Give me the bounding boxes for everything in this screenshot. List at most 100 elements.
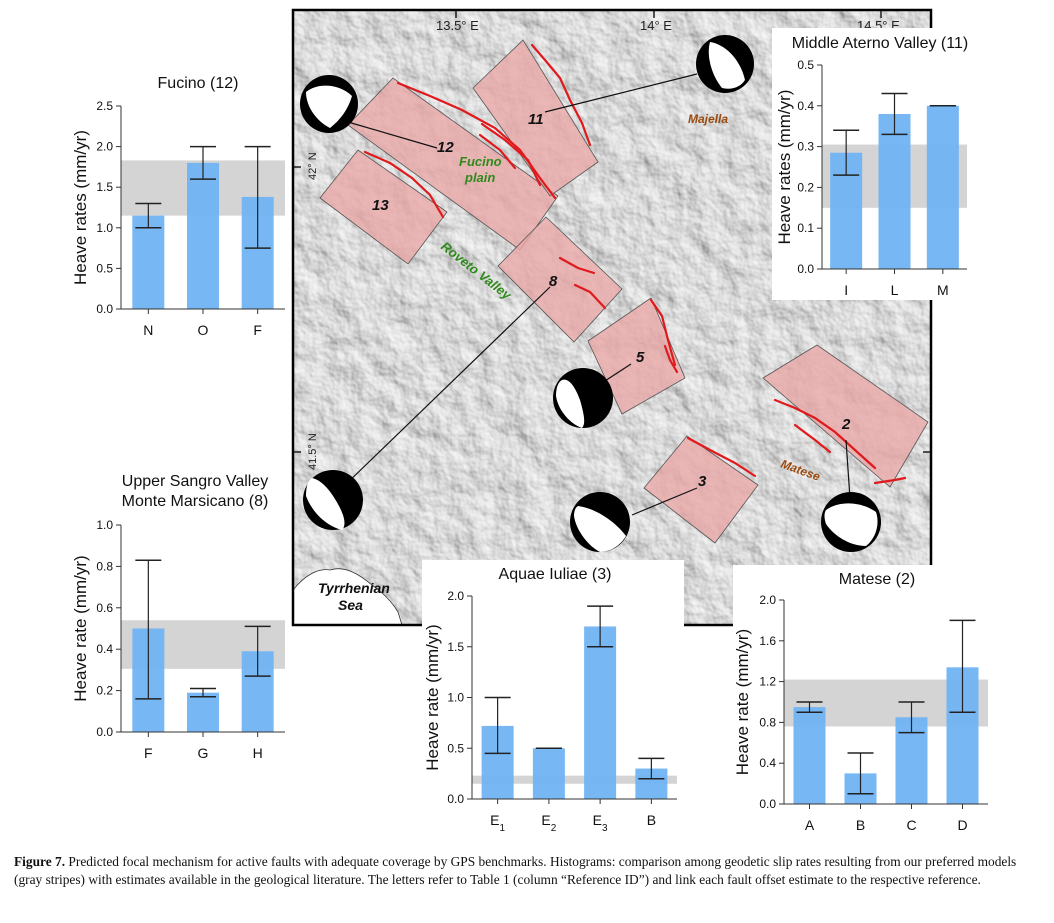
y-tick-label: 0.2 [96, 684, 113, 698]
zone-number: 13 [372, 197, 389, 214]
y-tick-label: 0.0 [96, 725, 113, 739]
fault-zone-13 [319, 149, 448, 265]
y-tick-label: 0.0 [759, 797, 776, 811]
zone-number: 8 [549, 273, 558, 290]
y-tick-label: 0.5 [96, 261, 113, 275]
x-tick-label: O [198, 322, 209, 338]
y-axis-label: Heave rate (mm/yr) [733, 629, 752, 775]
x-tick-label: B [647, 812, 656, 828]
bar [532, 748, 565, 799]
y-axis-label: Heave rates (mm/yr) [71, 130, 90, 285]
bar [878, 113, 911, 270]
figure: 12 13 11 8 5 2 3 Fucino plain Roveto Val… [71, 8, 988, 834]
lon-label: 14° E [640, 18, 672, 33]
sea-label: Sea [338, 597, 363, 613]
fault-zone-8 [497, 216, 623, 343]
focal-mechanism-icon [553, 368, 613, 428]
lat-label: 42° N [307, 152, 319, 180]
x-tick-label: F [144, 745, 153, 761]
x-tick-label: A [805, 817, 815, 833]
x-tick-label: E3 [593, 812, 608, 834]
x-tick-label: F [253, 322, 262, 338]
fault-zone-2 [762, 344, 929, 488]
zone-number: 2 [841, 416, 851, 433]
y-tick-label: 0.5 [447, 741, 464, 755]
y-axis-label: Heave rate (mm/yr) [423, 624, 442, 770]
y-tick-label: 0.1 [797, 221, 814, 235]
chart-title: Upper Sangro Valley [122, 473, 268, 490]
focal-mechanism-icon [696, 35, 754, 93]
fault-zone-11 [472, 39, 599, 197]
x-tick-label: C [906, 817, 916, 833]
bar [926, 105, 959, 269]
zone-number: 3 [698, 473, 707, 490]
y-tick-label: 1.2 [759, 675, 776, 689]
y-tick-label: 1.6 [759, 634, 776, 648]
chart-fucino: N O F 0.0 0.5 1.0 1.5 2.0 2.5 Heave rates (mm/yr)… [71, 75, 285, 338]
y-tick-label: 0.8 [96, 559, 113, 573]
chart-title: Fucino (12) [158, 75, 239, 92]
y-tick-label: 2.0 [96, 140, 113, 154]
x-tick-label: E2 [541, 812, 556, 834]
fault-zone-12 [347, 77, 559, 251]
y-tick-label: 0.0 [447, 792, 464, 806]
focal-mechanism-icon [300, 75, 358, 133]
y-axis-label: Heave rates (mm/yr) [775, 90, 794, 245]
focal-mechanism-icon [821, 492, 881, 552]
zone-number: 11 [528, 111, 544, 128]
y-tick-label: 2.0 [759, 593, 776, 607]
x-tick-label: D [957, 817, 967, 833]
chart-sangro: F G H 0.0 0.2 0.4 0.6 0.8 1.0 Heave rate (mm/yr) U… [71, 473, 285, 761]
x-tick-label: H [253, 745, 263, 761]
chart-aterno: I L M 0.0 0.1 0.2 0.3 0.4 0.5 Heave rates (mm/yr)… [775, 35, 968, 298]
zone-number: 5 [636, 349, 645, 366]
y-tick-label: 1.5 [96, 180, 113, 194]
bar [187, 692, 219, 732]
bar [584, 626, 617, 799]
lat-label: 41.5° N [307, 433, 319, 470]
y-tick-label: 0.4 [797, 99, 814, 113]
sea-label: Tyrrhenian [318, 580, 390, 596]
figure-caption: Figure 7. Predicted focal mechanism for … [14, 853, 1044, 889]
place-majella: Majella [688, 112, 728, 126]
chart-title: Aquae Iuliae (3) [499, 566, 612, 583]
y-tick-label: 2.0 [447, 589, 464, 603]
chart-title: Matese (2) [839, 571, 915, 588]
fault-zone-3 [643, 435, 759, 544]
y-tick-label: 1.5 [447, 640, 464, 654]
y-tick-label: 0.3 [797, 140, 814, 154]
sea-area [293, 568, 403, 625]
y-tick-label: 1.0 [96, 518, 113, 532]
geodetic-band [472, 775, 677, 784]
x-tick-label: M [937, 282, 949, 298]
x-tick-label: N [143, 322, 153, 338]
y-tick-label: 0.0 [797, 262, 814, 276]
place-fucino: plain [464, 170, 495, 185]
y-tick-label: 0.4 [96, 642, 113, 656]
x-tick-label: L [891, 282, 899, 298]
y-tick-label: 1.0 [447, 691, 464, 705]
y-axis-label: Heave rate (mm/yr) [71, 555, 90, 701]
x-tick-label: G [198, 745, 209, 761]
x-tick-label: B [856, 817, 865, 833]
y-tick-label: 0.6 [96, 601, 113, 615]
y-tick-label: 0.0 [96, 302, 113, 316]
y-tick-label: 0.8 [759, 715, 776, 729]
x-tick-label: E1 [490, 812, 505, 834]
fault-traces [363, 43, 907, 485]
place-fucino: Fucino [459, 154, 502, 169]
y-tick-label: 0.4 [759, 756, 776, 770]
y-tick-label: 0.2 [797, 180, 814, 194]
bar [132, 215, 165, 309]
focal-mechanism-icon [570, 492, 630, 552]
chart-matese: A B C D 0.0 0.4 0.8 1.2 1.6 2.0 Heave rate (mm/yr)… [733, 571, 988, 833]
y-tick-label: 2.5 [96, 99, 113, 113]
bar [793, 707, 826, 804]
chart-aquae: E1 E2 E3 B 0.0 0.5 1.0 1.5 2.0 Heave rate (mm/yr)… [423, 566, 677, 834]
focal-mechanism-icon [303, 470, 363, 530]
caption-label: Figure 7. [14, 854, 66, 869]
chart-title: Middle Aterno Valley (11) [792, 35, 968, 52]
caption-text: Predicted focal mechanism for active fau… [14, 854, 1017, 887]
y-tick-label: 0.5 [797, 58, 814, 72]
chart-subtitle: Monte Marsicano (8) [122, 493, 269, 510]
